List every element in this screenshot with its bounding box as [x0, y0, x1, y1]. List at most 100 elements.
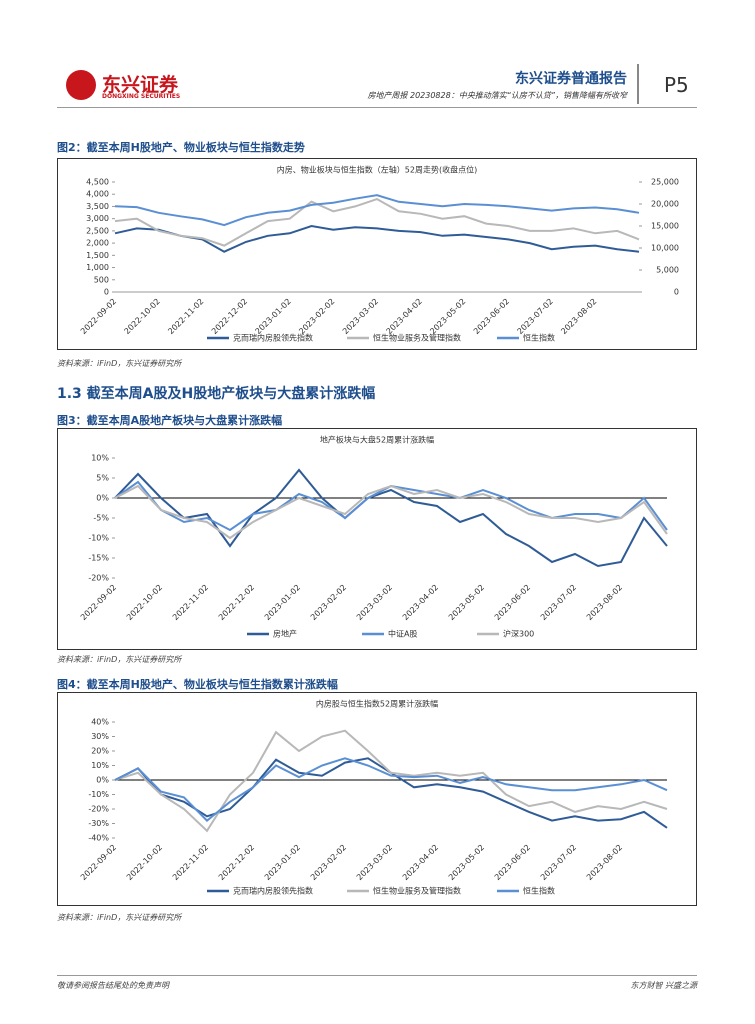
- x-tick-label: 2023-05-02: [447, 843, 486, 882]
- x-tick-label: 2023-08-02: [559, 297, 598, 336]
- x-tick-label: 2023-02-02: [297, 297, 336, 336]
- series-line: [114, 729, 668, 833]
- logo-mark: [66, 70, 96, 100]
- logo: 东兴证券: [102, 74, 179, 96]
- y2-tick-label: 0: [674, 288, 679, 297]
- x-tick-label: 2022-09-02: [79, 583, 118, 622]
- x-tick-label: 2023-04-02: [385, 297, 424, 336]
- x-tick-label: 2022-10-02: [125, 843, 164, 882]
- y2-tick-label: 15,000: [651, 222, 679, 231]
- y-tick-label: 10%: [91, 454, 109, 463]
- figure-source: 资料来源：iFinD，东兴证券研究所: [57, 359, 182, 368]
- x-tick-label: 2023-01-02: [263, 583, 302, 622]
- x-tick-label: 2023-08-02: [585, 843, 624, 882]
- legend-label: 房地产: [273, 629, 297, 639]
- y-tick-label: -20%: [88, 805, 109, 814]
- legend-label: 恒生指数: [523, 886, 555, 896]
- x-tick-label: 2023-05-02: [447, 583, 486, 622]
- x-tick-label: 2023-02-02: [309, 843, 348, 882]
- chart: 地产板块与大盘52周累计涨跌幅 -20% -15% -10% -5% 0% 5% 10% 202…: [57, 428, 697, 650]
- page-number: P5: [664, 73, 689, 97]
- report-type: 东兴证券普通报告: [515, 71, 627, 87]
- y2-tick-label: 20,000: [651, 200, 679, 209]
- figure-caption: 图3：截至本周A股地产板块与大盘累计涨跌幅: [57, 414, 283, 427]
- y-tick-label: -15%: [88, 554, 109, 563]
- legend-label: 沪深300: [503, 629, 534, 639]
- x-tick-label: 2022-12-02: [217, 843, 256, 882]
- x-tick-label: 2023-06-02: [493, 843, 532, 882]
- x-tick-label: 2022-12-02: [217, 583, 256, 622]
- legend-label: 恒生物业服务及管理指数: [373, 886, 461, 896]
- figure-caption: 图4：截至本周H股地产、物业板块与恒生指数累计涨跌幅: [57, 678, 338, 691]
- figure-caption: 图2：截至本周H股地产、物业板块与恒生指数走势: [57, 141, 305, 154]
- y2-tick-label: 5,000: [656, 266, 679, 275]
- y-tick-label: -5%: [93, 514, 109, 523]
- x-tick-label: 2023-07-02: [539, 843, 578, 882]
- y-tick-label: -10%: [88, 534, 109, 543]
- x-tick-label: 2022-10-02: [123, 297, 162, 336]
- y-tick-label: -30%: [88, 819, 109, 828]
- x-tick-label: 2023-08-02: [585, 583, 624, 622]
- y-tick-label: 1,500: [86, 251, 109, 260]
- footer-right: 东方财智 兴盛之源: [630, 981, 697, 990]
- report-title: 房地产周报 20230828：中央推动落实“认房不认贷”，销售降幅有所收窄: [367, 91, 627, 100]
- series-line: [114, 468, 668, 568]
- y-tick-label: 5%: [96, 474, 109, 483]
- x-tick-label: 2023-01-02: [254, 297, 293, 336]
- legend-label: 克而瑞内房股领先指数: [233, 886, 313, 896]
- figure-source: 资料来源：iFinD，东兴证券研究所: [57, 913, 182, 922]
- y-tick-label: 2,000: [86, 239, 109, 248]
- y-tick-label: 30%: [91, 732, 109, 741]
- series-line: [114, 194, 640, 227]
- chart-frame: [57, 158, 697, 350]
- y2-tick-label: 10,000: [651, 244, 679, 253]
- x-tick-label: 2022-11-02: [166, 297, 205, 336]
- series-line: [114, 757, 668, 822]
- section-heading: 1.3 截至本周A股及H股地产板块与大盘累计涨跌幅: [57, 386, 376, 402]
- y-tick-label: 500: [94, 275, 109, 284]
- series-line: [114, 198, 640, 247]
- x-tick-label: 2023-07-02: [539, 583, 578, 622]
- y-tick-label: -40%: [88, 834, 109, 843]
- header-divider: [637, 64, 639, 104]
- x-tick-label: 2023-05-02: [428, 297, 467, 336]
- legend-label: 中证A股: [388, 629, 417, 639]
- series-line: [114, 224, 640, 253]
- x-tick-label: 2022-12-02: [210, 297, 249, 336]
- y-tick-label: 10%: [91, 761, 109, 770]
- y-tick-label: 3,500: [86, 202, 109, 211]
- chart-frame: [57, 692, 697, 906]
- x-tick-label: 2022-11-02: [171, 843, 210, 882]
- logo-en: DONGXING SECURITIES: [102, 93, 181, 100]
- y-tick-label: -10%: [88, 790, 109, 799]
- y-tick-label: 2,500: [86, 226, 109, 235]
- x-tick-label: 2023-04-02: [401, 843, 440, 882]
- x-tick-label: 2023-03-02: [341, 297, 380, 336]
- x-tick-label: 2023-07-02: [516, 297, 555, 336]
- y-tick-label: 20%: [91, 747, 109, 756]
- y-tick-label: 0: [104, 288, 109, 297]
- y-tick-label: 0%: [96, 776, 109, 785]
- x-tick-label: 2023-01-02: [263, 843, 302, 882]
- x-tick-label: 2023-03-02: [355, 583, 394, 622]
- figure-source: 资料来源：iFinD，东兴证券研究所: [57, 655, 182, 664]
- series-line: [114, 484, 668, 540]
- y-tick-label: 1,000: [86, 263, 109, 272]
- header-rule: [57, 107, 697, 108]
- x-tick-label: 2023-04-02: [401, 583, 440, 622]
- chart: 内房股与恒生指数52周累计涨跌幅 -40% -30% -20% -10% 0% 10% 20%…: [57, 692, 697, 906]
- y-tick-label: 4,500: [86, 178, 109, 187]
- chart-title: 内房、物业板块与恒生指数（左轴）52周走势(收盘点位): [277, 165, 477, 175]
- y-tick-label: 0%: [96, 494, 109, 503]
- series-line: [114, 757, 668, 829]
- x-tick-label: 2023-06-02: [493, 583, 532, 622]
- x-tick-label: 2022-11-02: [171, 583, 210, 622]
- x-tick-label: 2023-03-02: [355, 843, 394, 882]
- footer-left: 敬请参阅报告结尾处的免责声明: [57, 981, 169, 990]
- x-tick-label: 2023-06-02: [472, 297, 511, 336]
- x-tick-label: 2022-09-02: [79, 843, 118, 882]
- chart-title: 内房股与恒生指数52周累计涨跌幅: [316, 699, 438, 709]
- x-tick-label: 2022-10-02: [125, 583, 164, 622]
- legend-label: 克而瑞内房股领先指数: [233, 333, 313, 343]
